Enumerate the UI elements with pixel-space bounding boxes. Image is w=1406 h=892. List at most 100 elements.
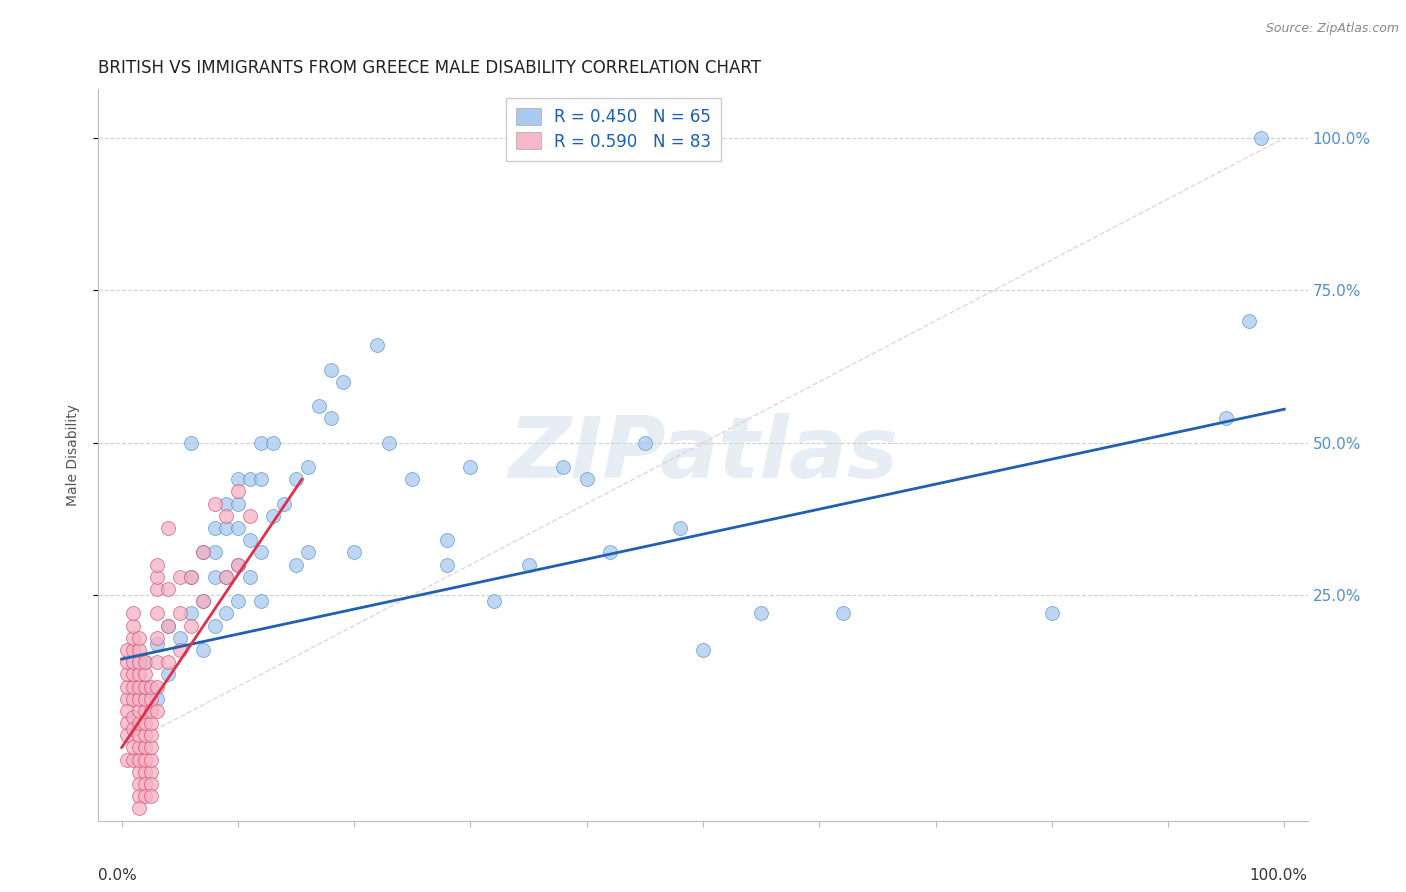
Point — [239, 508, 262, 523]
Point — [145, 680, 167, 694]
Point — [128, 716, 150, 731]
Point — [128, 764, 150, 779]
Point — [319, 362, 342, 376]
Point — [122, 753, 145, 767]
Point — [128, 631, 150, 645]
Point — [517, 558, 540, 572]
Point — [157, 618, 180, 632]
Point — [1215, 411, 1237, 425]
Y-axis label: Male Disability: Male Disability — [66, 404, 80, 506]
Point — [692, 643, 714, 657]
Point — [139, 740, 162, 755]
Point — [204, 521, 226, 535]
Point — [117, 680, 139, 694]
Point — [139, 764, 162, 779]
Point — [332, 375, 354, 389]
Point — [134, 764, 156, 779]
Point — [157, 521, 180, 535]
Point — [262, 508, 284, 523]
Point — [599, 545, 621, 559]
Point — [145, 570, 167, 584]
Point — [239, 570, 262, 584]
Point — [191, 594, 214, 608]
Point — [239, 472, 262, 486]
Point — [139, 728, 162, 742]
Point — [122, 631, 145, 645]
Point — [285, 472, 308, 486]
Point — [117, 716, 139, 731]
Point — [134, 789, 156, 804]
Point — [139, 680, 162, 694]
Point — [134, 728, 156, 742]
Point — [319, 411, 342, 425]
Point — [460, 460, 482, 475]
Point — [145, 691, 167, 706]
Point — [122, 691, 145, 706]
Point — [134, 753, 156, 767]
Point — [145, 704, 167, 718]
Point — [308, 399, 330, 413]
Point — [1239, 314, 1261, 328]
Point — [215, 570, 238, 584]
Text: ZIPatlas: ZIPatlas — [508, 413, 898, 497]
Point — [128, 643, 150, 657]
Point — [378, 435, 401, 450]
Point — [122, 618, 145, 632]
Point — [134, 740, 156, 755]
Point — [134, 691, 156, 706]
Point — [250, 435, 273, 450]
Point — [157, 618, 180, 632]
Point — [634, 435, 657, 450]
Point — [134, 777, 156, 791]
Point — [128, 691, 150, 706]
Point — [831, 607, 853, 621]
Text: 100.0%: 100.0% — [1250, 868, 1308, 883]
Point — [169, 570, 191, 584]
Point — [191, 594, 214, 608]
Point — [145, 655, 167, 669]
Point — [157, 655, 180, 669]
Point — [226, 558, 249, 572]
Point — [366, 338, 388, 352]
Point — [122, 607, 145, 621]
Point — [128, 667, 150, 681]
Point — [749, 607, 772, 621]
Point — [139, 789, 162, 804]
Text: BRITISH VS IMMIGRANTS FROM GREECE MALE DISABILITY CORRELATION CHART: BRITISH VS IMMIGRANTS FROM GREECE MALE D… — [98, 59, 762, 77]
Point — [226, 497, 249, 511]
Point — [180, 607, 202, 621]
Text: 0.0%: 0.0% — [98, 868, 138, 883]
Point — [139, 691, 162, 706]
Point — [139, 704, 162, 718]
Point — [134, 680, 156, 694]
Point — [297, 460, 319, 475]
Point — [134, 680, 156, 694]
Point — [122, 740, 145, 755]
Point — [180, 570, 202, 584]
Point — [117, 691, 139, 706]
Point — [117, 704, 139, 718]
Point — [482, 594, 505, 608]
Point — [1250, 131, 1272, 145]
Point — [575, 472, 598, 486]
Point — [553, 460, 575, 475]
Point — [128, 777, 150, 791]
Point — [145, 637, 167, 651]
Point — [134, 655, 156, 669]
Point — [128, 740, 150, 755]
Point — [117, 728, 139, 742]
Point — [128, 789, 150, 804]
Point — [262, 435, 284, 450]
Point — [180, 570, 202, 584]
Point — [139, 716, 162, 731]
Point — [204, 545, 226, 559]
Point — [169, 631, 191, 645]
Point — [128, 801, 150, 815]
Point — [215, 607, 238, 621]
Point — [215, 570, 238, 584]
Point — [180, 435, 202, 450]
Point — [169, 607, 191, 621]
Point — [1040, 607, 1063, 621]
Point — [169, 643, 191, 657]
Point — [128, 655, 150, 669]
